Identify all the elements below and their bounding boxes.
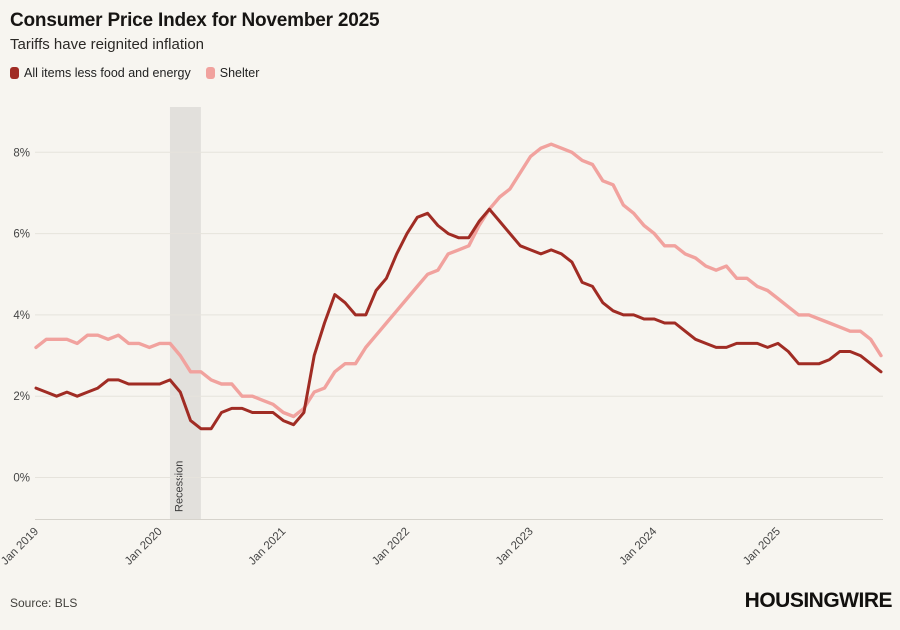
- y-tick-label: 2%: [13, 391, 30, 403]
- legend: All items less food and energy Shelter: [10, 66, 259, 80]
- x-tick-label: Jan 2020: [123, 526, 165, 568]
- chart-subtitle: Tariffs have reignited inflation: [10, 36, 205, 53]
- chart-title: Consumer Price Index for November 2025: [10, 10, 380, 31]
- recession-label: Recession: [173, 461, 185, 512]
- x-tick-label: Jan 2023: [494, 526, 536, 568]
- legend-item-shelter: Shelter: [205, 66, 260, 80]
- series-line-core: [34, 207, 883, 431]
- legend-label-shelter: Shelter: [219, 66, 260, 80]
- source-note: Source: BLS: [10, 596, 78, 610]
- legend-label-core: All items less food and energy: [24, 66, 191, 80]
- legend-swatch-shelter: [205, 67, 215, 79]
- x-tick-label: Jan 2025: [741, 526, 783, 568]
- x-tick-label: Jan 2022: [370, 526, 412, 568]
- series-line-shelter: [34, 142, 883, 419]
- y-tick-label: 6%: [13, 229, 30, 241]
- y-tick-label: 8%: [13, 147, 30, 159]
- y-tick-label: 4%: [13, 310, 30, 322]
- recession-band: [169, 107, 201, 520]
- housingwire-logo: HOUSINGWIRE: [744, 589, 893, 612]
- x-tick-label: Jan 2019: [0, 526, 41, 568]
- legend-item-core: All items less food and energy: [10, 66, 191, 80]
- legend-swatch-core: [10, 67, 19, 79]
- y-tick-label: 0%: [13, 473, 30, 485]
- x-tick-label: Jan 2024: [617, 525, 659, 567]
- x-tick-label: Jan 2021: [246, 526, 288, 568]
